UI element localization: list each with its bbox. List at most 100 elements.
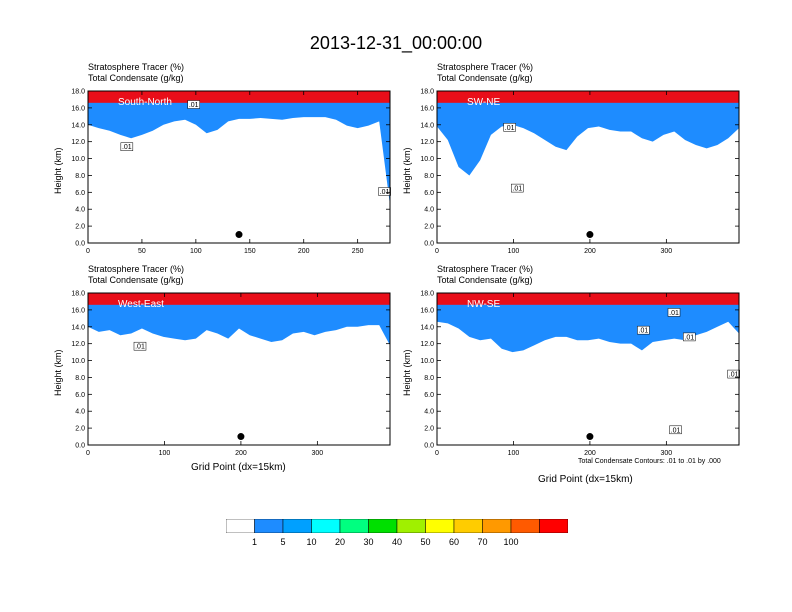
colorbar-swatch	[282, 519, 312, 533]
y-tick-label: 18.0	[71, 291, 85, 298]
contour-label-box	[727, 369, 740, 379]
y-tick-label: 18.0	[420, 291, 434, 298]
y-tick-label: 8.0	[75, 375, 85, 382]
contour-label-box	[133, 341, 147, 351]
x-tick-label: 300	[661, 248, 673, 255]
x-tick-label: 100	[159, 450, 171, 457]
contour-label-box	[187, 100, 200, 109]
x-tick-label: 0	[435, 248, 439, 255]
colorbar-label: 30	[363, 537, 374, 547]
region-label: NW-SE	[467, 299, 500, 310]
contour-label: .01	[671, 427, 681, 434]
panel-title-line2: Total Condensate (g/kg)	[437, 275, 533, 285]
colorbar-swatch	[453, 519, 483, 533]
colorbar-swatch	[425, 519, 455, 533]
contour-label-box	[683, 332, 696, 342]
colorbar-label: 70	[477, 537, 488, 547]
x-tick-label: 300	[312, 450, 324, 457]
y-tick-label: 8.0	[424, 173, 434, 180]
x-tick-label: 100	[508, 450, 520, 457]
x-tick-label: 50	[138, 248, 146, 255]
plot-south-north: .01 .01 .01 South-North 0.0 2.0 4.0 6.0 8.0 10.0 1…	[71, 89, 391, 255]
panel-title-line2: Total Condensate (g/kg)	[437, 73, 533, 83]
tracer-band-9	[437, 91, 739, 176]
x-axis-label: Grid Point (dx=15km)	[538, 474, 633, 485]
y-tick-label: 6.0	[75, 190, 85, 197]
y-tick-label: 4.0	[75, 409, 85, 416]
y-tick-label: 18.0	[420, 89, 434, 96]
y-tick-label: 10.0	[420, 358, 434, 365]
panel-title-line1: Stratosphere Tracer (%)	[437, 264, 534, 274]
plot-frame	[87, 90, 391, 244]
region-label: West-East	[118, 299, 164, 310]
location-marker	[586, 433, 594, 441]
x-tick-label: 150	[244, 248, 256, 255]
y-tick-label: 8.0	[75, 173, 85, 180]
x-tick-label: 0	[86, 450, 90, 457]
y-tick-label: 10.0	[71, 358, 85, 365]
y-tick-label: 0.0	[75, 241, 85, 248]
y-tick-label: 2.0	[424, 426, 434, 433]
colorbar-swatch	[368, 519, 398, 533]
location-marker	[586, 231, 594, 239]
plot-frame	[436, 292, 740, 446]
colorbar-swatch	[539, 519, 568, 533]
colorbar-label: 40	[391, 537, 402, 547]
contour-label-box	[669, 425, 682, 435]
y-tick-label: 6.0	[424, 392, 434, 399]
plot-sw-ne: .01 .01 SW-NE 0.0 2.0 4.0 6.0 8.0 10.0 12.0 14.0 16…	[420, 89, 740, 255]
y-tick-label: 12.0	[71, 139, 85, 146]
x-tick-label: 0	[435, 450, 439, 457]
y-tick-label: 6.0	[75, 392, 85, 399]
colorbar-swatch	[482, 519, 512, 533]
panel-title-line2: Total Condensate (g/kg)	[88, 275, 184, 285]
colorbar-swatch	[254, 519, 284, 533]
tracer-band-9	[88, 91, 390, 205]
x-tick-label: 0	[86, 248, 90, 255]
contour-label: .01	[639, 328, 649, 335]
colorbar-swatch	[311, 519, 341, 533]
y-tick-label: 12.0	[71, 341, 85, 348]
y-tick-label: 2.0	[424, 224, 434, 231]
y-tick-label: 14.0	[420, 122, 434, 129]
y-tick-label: 14.0	[420, 324, 434, 331]
contour-label: .01	[135, 344, 145, 351]
y-tick-label: 12.0	[420, 341, 434, 348]
x-tick-label: 100	[508, 248, 520, 255]
contour-label: .01	[189, 102, 199, 109]
panel-title-line2: Total Condensate (g/kg)	[88, 73, 184, 83]
plot-frame	[87, 292, 391, 446]
tracer-top-band	[437, 293, 739, 305]
y-tick-label: 16.0	[71, 307, 85, 314]
y-tick-label: 6.0	[424, 190, 434, 197]
location-marker	[235, 231, 243, 239]
panel-title-line1: Stratosphere Tracer (%)	[88, 62, 185, 72]
y-tick-label: 16.0	[71, 105, 85, 112]
y-tick-label: 2.0	[75, 224, 85, 231]
contour-label-box	[637, 325, 650, 335]
region-label: South-North	[118, 97, 172, 108]
location-marker	[237, 433, 245, 441]
x-tick-label: 200	[584, 248, 596, 255]
colorbar-label: 50	[420, 537, 431, 547]
y-tick-label: 16.0	[420, 105, 434, 112]
y-tick-label: 12.0	[420, 139, 434, 146]
x-tick-label: 200	[584, 450, 596, 457]
colorbar-label: 1	[251, 537, 257, 547]
x-tick-label: 300	[661, 450, 673, 457]
colorbar-label: 10	[306, 537, 317, 547]
x-tick-label: 200	[298, 248, 310, 255]
contour-label: .01	[729, 372, 739, 379]
colorbar-label: 20	[334, 537, 345, 547]
colorbar-swatch	[339, 519, 369, 533]
contour-label: .01	[669, 310, 679, 317]
contour-label-box	[503, 123, 516, 132]
y-tick-label: 14.0	[71, 122, 85, 129]
colorbar-label: 60	[448, 537, 459, 547]
colorbar-swatch	[396, 519, 426, 533]
tracer-band-9	[437, 293, 739, 353]
plot-nw-se: .01 .01 .01 .01 .01 NW-SE 0.0 2.0 4.0 6.0 8.0 10.0 1…	[420, 291, 740, 457]
tracer-top-band	[437, 91, 739, 103]
contour-label-box	[120, 142, 134, 151]
contour-label-box	[667, 308, 681, 317]
